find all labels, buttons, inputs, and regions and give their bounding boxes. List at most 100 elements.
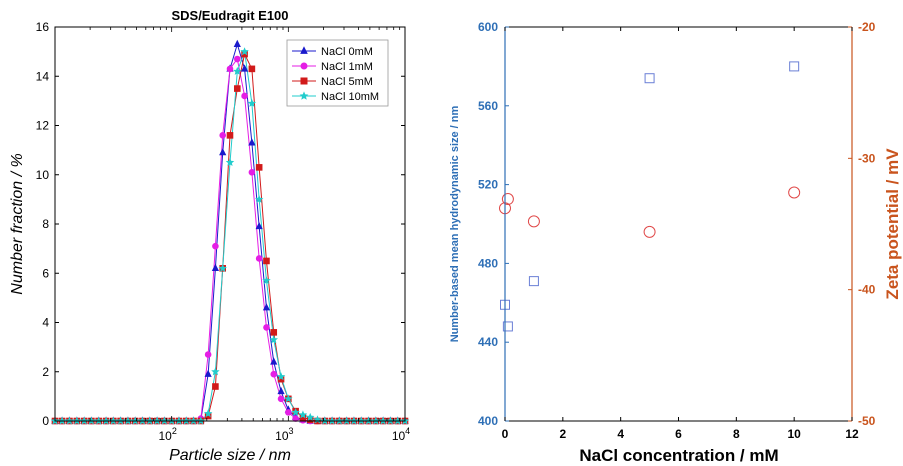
data-point: [277, 395, 285, 403]
data-point: [233, 85, 241, 92]
data-point: [292, 415, 299, 422]
left-y-tick-label: 4: [42, 316, 49, 330]
right-left-y-tick-label: 560: [478, 99, 498, 113]
legend-label: NaCl 5mM: [321, 76, 373, 88]
data-point: [240, 47, 249, 56]
data-point: [248, 138, 256, 146]
left-y-tick-label: 16: [36, 20, 50, 34]
data-point: [305, 412, 315, 421]
data-point: [233, 66, 242, 75]
right-series-markers: [499, 61, 801, 332]
data-point: [247, 98, 257, 107]
data-point: [212, 242, 219, 250]
right-right-y-tick-label: -30: [858, 151, 876, 165]
legend: NaCl 0mM NaCl 1mM NaCl 5mM NaCl 10mM: [286, 39, 389, 107]
right-left-y-tick-label: 600: [478, 20, 498, 34]
right-x-tick-label: 6: [675, 427, 682, 441]
data-point: [276, 372, 286, 381]
data-point: [298, 410, 308, 419]
data-point: [240, 64, 249, 72]
size-data-point: [528, 276, 539, 287]
legend-marker: [299, 91, 309, 100]
data-point: [211, 263, 220, 272]
data-point: [262, 276, 271, 285]
data-point: [255, 221, 263, 230]
data-point: [226, 132, 234, 139]
right-x-tick-label: 10: [787, 427, 801, 441]
data-point: [203, 409, 213, 418]
right-x-axis-label: NaCl concentration / mM: [579, 446, 778, 465]
data-point: [285, 409, 292, 416]
right-right-y-tick-label: -40: [858, 283, 876, 297]
legend-label: NaCl 0mM: [321, 46, 373, 58]
data-point: [277, 386, 285, 395]
size-distribution-chart: SDS/Eudragit E100 0 2 4 6 8 10 12 14 16 10 2 103 10…: [9, 8, 410, 464]
data-point: [219, 132, 227, 139]
right-left-y-ticks: 400 440 480 520 560 600: [478, 20, 509, 428]
legend-label: NaCl 10mM: [321, 91, 379, 103]
right-x-tick-label: 8: [733, 427, 740, 441]
right-left-y-tick-label: 440: [478, 335, 498, 349]
zeta-data-point: [527, 215, 540, 228]
size-data-point: [644, 73, 655, 84]
left-y-axis-label: Number fraction / %: [9, 153, 26, 294]
data-point: [218, 263, 227, 272]
series-line-1: [55, 57, 405, 422]
right-left-y-tick-label: 480: [478, 256, 498, 270]
data-point: [270, 329, 278, 336]
left-y-tick-label: 0: [42, 414, 49, 428]
legend-entries: NaCl 0mM NaCl 1mM NaCl 5mM NaCl 10mM: [292, 46, 379, 103]
size-data-point: [502, 321, 513, 332]
series-line-2: [55, 52, 405, 422]
left-x-tick-label: 103: [275, 426, 293, 443]
left-chart-title: SDS/Eudragit E100: [171, 8, 288, 23]
right-left-y-axis-label: Number-based mean hydrodynamic size / nm: [449, 106, 461, 343]
right-left-y-tick-label: 520: [478, 178, 498, 192]
legend-marker: [300, 46, 308, 54]
data-point: [225, 157, 235, 167]
data-point: [262, 303, 271, 311]
legend-marker: [300, 77, 308, 85]
data-point: [204, 351, 212, 358]
left-y-tick-label: 8: [42, 217, 49, 231]
left-y-tick-label: 2: [42, 365, 49, 379]
data-point: [211, 367, 220, 376]
data-point: [233, 55, 241, 63]
left-y-tick-label: 10: [36, 168, 50, 182]
data-point: [269, 335, 278, 344]
zeta-data-point: [643, 225, 656, 238]
left-y-ticks: 0 2 4 6 8 10 12 14 16: [36, 20, 405, 428]
data-point: [248, 65, 256, 73]
series-line-3: [55, 51, 405, 422]
left-x-tick-label: 104: [392, 426, 410, 443]
data-point: [263, 257, 270, 265]
right-x-tick-label: 0: [502, 427, 509, 441]
right-right-y-axis-label: Zeta potential / mV: [883, 148, 902, 300]
data-point: [233, 39, 241, 47]
data-point: [284, 394, 293, 403]
data-point: [226, 65, 234, 73]
left-x-axis-label: Particle size / nm: [169, 447, 291, 464]
right-right-y-tick-label: -50: [858, 414, 876, 428]
left-y-tick-label: 6: [42, 266, 49, 280]
right-x-tick-label: 4: [617, 427, 624, 441]
left-y-tick-label: 12: [36, 119, 50, 133]
right-right-y-tick-label: -20: [858, 20, 876, 34]
right-left-y-tick-label: 400: [478, 414, 498, 428]
data-point: [254, 194, 264, 203]
legend-marker: [300, 62, 308, 70]
size-zeta-chart: 400 440 480 520 560 600 -50 -40 -30 -20 0 2 4 6 8 10 1…: [449, 20, 902, 465]
left-y-tick-label: 14: [36, 69, 50, 83]
legend-label: NaCl 1mM: [321, 61, 373, 73]
size-data-point: [789, 61, 800, 72]
zeta-data-point: [788, 186, 801, 199]
data-point: [255, 164, 263, 171]
data-point: [219, 148, 227, 156]
right-x-tick-label: 12: [845, 427, 859, 441]
zeta-data-point: [501, 193, 514, 206]
data-point: [255, 255, 263, 262]
data-point: [270, 357, 278, 365]
data-point: [263, 324, 270, 331]
right-right-y-ticks: -50 -40 -30 -20: [848, 20, 876, 428]
